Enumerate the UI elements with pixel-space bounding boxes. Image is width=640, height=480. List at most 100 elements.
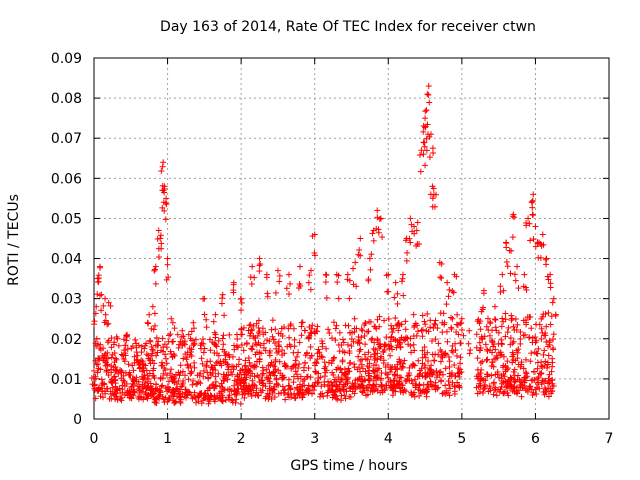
data-point-dense [97, 393, 104, 400]
data-point-cluster [257, 261, 264, 268]
data-point-dense [520, 332, 527, 339]
data-point-dense [98, 376, 105, 383]
data-point-dense [281, 350, 288, 357]
x-tick-label: 2 [237, 431, 246, 447]
data-point-dense [347, 394, 354, 401]
data-point-dense [225, 366, 232, 373]
data-point-dense [150, 365, 157, 372]
data-point-dense [292, 361, 299, 368]
data-point-dense [337, 366, 344, 373]
data-point-dense [427, 324, 434, 331]
data-point [514, 263, 521, 270]
data-point-cluster [493, 327, 500, 334]
data-point-dense [308, 390, 315, 397]
data-point-dense [178, 383, 185, 390]
data-point-dense [474, 355, 481, 362]
data-point-dense [165, 332, 172, 339]
data-point-dense [428, 362, 435, 369]
data-point-dense [332, 337, 339, 344]
data-point-dense [219, 346, 226, 353]
data-point-dense [362, 355, 369, 362]
data-point-dense [237, 400, 244, 407]
data-point-dense [105, 372, 112, 379]
data-point-dense [140, 396, 147, 403]
data-point-dense [142, 362, 149, 369]
data-point-dense [206, 385, 213, 392]
data-point-dense [544, 364, 551, 371]
data-point-dense [388, 325, 395, 332]
data-point-dense [111, 339, 118, 346]
data-point-cluster [96, 292, 103, 299]
data-point-dense [430, 324, 437, 331]
data-point-dense [374, 350, 381, 357]
data-point-cluster [503, 240, 510, 247]
data-point [168, 315, 175, 322]
data-point-dense [220, 332, 227, 339]
data-point-cluster [248, 280, 255, 287]
data-point-dense [476, 388, 483, 395]
data-point-dense [442, 365, 449, 372]
data-point-dense [145, 376, 152, 383]
data-point-dense [157, 374, 164, 381]
data-point [425, 83, 432, 90]
data-point-cluster [296, 281, 303, 288]
data-point-dense [275, 390, 282, 397]
data-point-dense [270, 386, 277, 393]
data-point-dense [371, 351, 378, 358]
data-point-cluster [549, 299, 556, 306]
data-point-dense [538, 359, 545, 366]
data-point-dense [376, 313, 383, 320]
data-point-dense [369, 388, 376, 395]
data-point-dense [218, 380, 225, 387]
data-point-dense [250, 322, 257, 329]
data-point-dense [94, 361, 101, 368]
data-point-dense [372, 386, 379, 393]
data-point-dense [427, 317, 434, 324]
data-point-dense [345, 368, 352, 375]
data-point-dense [312, 368, 319, 375]
data-point-dense [492, 346, 499, 353]
data-point-dense [184, 362, 191, 369]
data-point-dense [398, 321, 405, 328]
data-point-dense [229, 397, 236, 404]
data-point-dense [416, 392, 423, 399]
data-point-dense [160, 370, 167, 377]
data-point-dense [547, 321, 554, 328]
data-point-dense [135, 385, 142, 392]
y-tick-label: 0.08 [51, 91, 82, 107]
data-point-dense [369, 335, 376, 342]
data-point-dense [293, 353, 300, 360]
data-point-dense [529, 377, 536, 384]
data-point-dense [399, 364, 406, 371]
data-point-dense [121, 347, 128, 354]
data-point-dense [144, 395, 151, 402]
data-point-dense [149, 372, 156, 379]
data-point-dense [240, 377, 247, 384]
data-point-dense [510, 351, 517, 358]
data-point-dense [423, 327, 430, 334]
data-point-dense [270, 336, 277, 343]
data-point-dense [381, 386, 388, 393]
data-point-dense [533, 350, 540, 357]
data-point-dense [182, 372, 189, 379]
data-point-dense [476, 339, 483, 346]
data-point-dense [520, 365, 527, 372]
data-point-dense [413, 381, 420, 388]
data-point-dense [120, 356, 127, 363]
data-point-dense [213, 359, 220, 366]
data-point-dense [249, 346, 256, 353]
data-point-dense [243, 339, 250, 346]
data-point-dense [387, 369, 394, 376]
data-point-dense [266, 369, 273, 376]
data-point-dense [232, 390, 239, 397]
data-point-dense [351, 315, 358, 322]
data-point-dense [369, 367, 376, 374]
data-point-dense [389, 363, 396, 370]
data-point-dense [254, 349, 261, 356]
data-point-dense [549, 336, 556, 343]
data-point-dense [307, 343, 314, 350]
data-point-dense [239, 391, 246, 398]
data-point-cluster [140, 367, 147, 374]
x-tick-label: 5 [457, 431, 466, 447]
data-point-dense [484, 347, 491, 354]
